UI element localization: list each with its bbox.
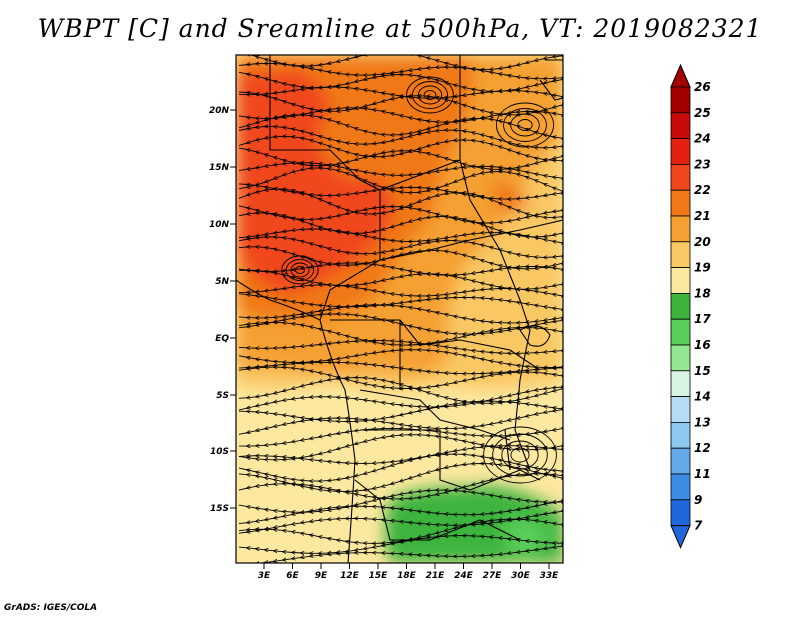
- streamline-eddy: [412, 81, 449, 109]
- colorbar-label: 16: [694, 338, 711, 352]
- streamline-eddy: [495, 102, 555, 148]
- lat-label: 10S: [210, 447, 229, 457]
- colorbar-label: 13: [694, 415, 711, 429]
- colorbar-label: 20: [694, 235, 711, 249]
- lake: [504, 429, 511, 471]
- border: [319, 190, 381, 321]
- colorbar-label: 14: [694, 390, 711, 404]
- colorbar-cell: [670, 499, 691, 526]
- streamline-eddy: [281, 255, 319, 285]
- colorbar-cell: [670, 163, 691, 191]
- lon-label: 3E: [258, 571, 271, 581]
- streamline-eddy: [510, 447, 530, 463]
- colorbar-label: 23: [694, 157, 711, 171]
- colorbar-cell: [670, 138, 691, 165]
- lat-label: 20N: [209, 106, 230, 116]
- colorbar-cell: [670, 189, 691, 217]
- streamline: [239, 546, 563, 563]
- lon-label: 6E: [286, 571, 299, 581]
- streamline-eddy: [517, 119, 533, 131]
- lon-label: 15E: [369, 571, 389, 581]
- lon-label: 27E: [483, 571, 503, 581]
- border: [354, 479, 521, 541]
- lon-label: 12E: [340, 571, 360, 581]
- colorbar: 26 25 24 23 22 21 20 19 18 17 16 15 14 13 12 11 9 7: [670, 63, 711, 549]
- colorbar-cell: [670, 292, 691, 320]
- country-borders: [236, 55, 563, 563]
- border: [359, 389, 511, 441]
- colorbar-label: 18: [694, 286, 711, 300]
- colorbar-bottom-arrow: [670, 525, 691, 549]
- border: [330, 319, 541, 371]
- lat-label: EQ: [215, 334, 229, 344]
- colorbar-label: 24: [694, 132, 711, 146]
- colorbar-label: 7: [694, 519, 703, 533]
- chart-title: WBPT [C] and Sreamline at 500hPa, VT: 20…: [37, 14, 763, 43]
- colorbar-cell: [670, 447, 691, 475]
- wbpt-field: [236, 55, 563, 563]
- colorbar-label: 17: [694, 312, 711, 326]
- colorbar-cell: [670, 318, 691, 346]
- coastline: [236, 279, 356, 563]
- colorbar-label: 11: [694, 467, 711, 481]
- colorbar-label: 26: [694, 80, 711, 94]
- longitude-axis: 3E 6E 9E 12E 15E 18E 21E 24E 27E 30E 33E: [258, 563, 559, 581]
- lon-label: 21E: [426, 571, 446, 581]
- streamline-eddy: [423, 90, 437, 100]
- lon-label: 9E: [315, 571, 328, 581]
- colorbar-label: 22: [694, 183, 711, 197]
- latitude-axis: 20N 15N 10N 5N EQ 5S 10S 15S: [209, 106, 236, 514]
- streamline-eddy: [285, 259, 315, 281]
- colorbar-label: 19: [694, 261, 711, 275]
- streamline-eddy: [503, 108, 547, 142]
- lon-label: 18E: [397, 571, 417, 581]
- streamline-eddy: [501, 440, 539, 470]
- colorbar-label: 12: [694, 441, 711, 455]
- streamline-eddy: [510, 113, 540, 137]
- map-frame: [235, 54, 564, 564]
- colorbar-cell: [670, 370, 691, 397]
- colorbar-cell: [670, 241, 691, 269]
- colorbar-label: 9: [694, 493, 702, 507]
- colorbar-cell: [670, 112, 691, 140]
- border: [379, 219, 563, 261]
- lake: [519, 325, 551, 347]
- streamline-eddy: [290, 262, 310, 278]
- lat-label: 15S: [210, 504, 229, 514]
- lat-label: 5S: [216, 391, 229, 401]
- colorbar-label: 21: [694, 209, 711, 223]
- streamline-eddy: [295, 266, 306, 274]
- colorbar-cell: [670, 396, 691, 423]
- streamline-eddy: [406, 76, 454, 114]
- streamlines: [238, 55, 563, 563]
- streamline-eddy: [492, 433, 548, 477]
- colorbar-top-arrow: [670, 63, 691, 88]
- streamline: [238, 294, 563, 310]
- colorbar-label: 15: [694, 364, 711, 378]
- streamline-eddy: [417, 85, 443, 105]
- lat-label: 10N: [209, 220, 230, 230]
- border: [459, 159, 531, 471]
- colorbar-cell: [670, 215, 691, 243]
- grads-credit: GrADS: IGES/COLA: [4, 603, 98, 613]
- colorbar-cell: [670, 473, 691, 501]
- colorbar-cell: [670, 86, 691, 114]
- coastline: [539, 59, 563, 101]
- colorbar-cell: [670, 344, 691, 372]
- lon-label: 33E: [540, 571, 560, 581]
- colorbar-cell: [670, 267, 691, 294]
- lon-label: 24E: [454, 571, 474, 581]
- streamline-eddy: [483, 426, 557, 484]
- lon-label: 30E: [511, 571, 531, 581]
- lat-label: 5N: [215, 277, 229, 287]
- colorbar-cell: [670, 421, 691, 449]
- border: [360, 429, 541, 491]
- lat-label: 15N: [209, 163, 230, 173]
- colorbar-label: 25: [694, 106, 711, 120]
